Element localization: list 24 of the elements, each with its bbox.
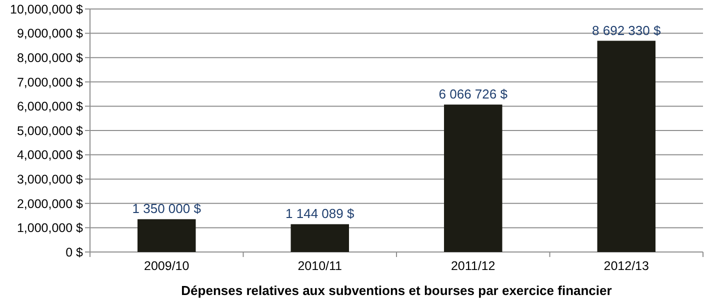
x-tick-label: 2012/13 [604, 259, 650, 273]
x-tick-label: 2010/11 [298, 259, 342, 273]
bar [444, 104, 502, 252]
bar [290, 224, 349, 252]
x-axis-title: Dépenses relatives aux subventions et bourses par exercice financier [181, 283, 612, 298]
y-tick-label: 8,000,000 $ [16, 50, 84, 65]
bar [138, 219, 196, 252]
y-tick-label: 2,000,000 $ [16, 196, 84, 211]
data-label: 1 350 000 $ [132, 201, 202, 216]
x-tick-label: 2009/10 [144, 259, 190, 273]
y-tick-label: 6,000,000 $ [16, 100, 84, 114]
data-label: 6 066 726 $ [438, 86, 508, 102]
y-tick-label: 4,000,000 $ [16, 148, 84, 162]
data-label: 8 692 330 $ [592, 22, 662, 38]
y-tick-label: 0 $ [66, 245, 84, 260]
y-tick-label: 1,000,000 $ [16, 221, 84, 236]
x-tick-label: 2011/12 [450, 259, 496, 273]
y-tick-label: 3,000,000 $ [16, 172, 84, 186]
y-tick-label: 5,000,000 $ [16, 124, 84, 138]
y-tick-label: 7,000,000 $ [16, 75, 84, 90]
y-tick-label: 10,000,000 $ [10, 2, 84, 16]
data-label: 1 144 089 $ [286, 206, 355, 222]
bar [597, 40, 656, 252]
y-tick-label: 9,000,000 $ [16, 26, 84, 41]
